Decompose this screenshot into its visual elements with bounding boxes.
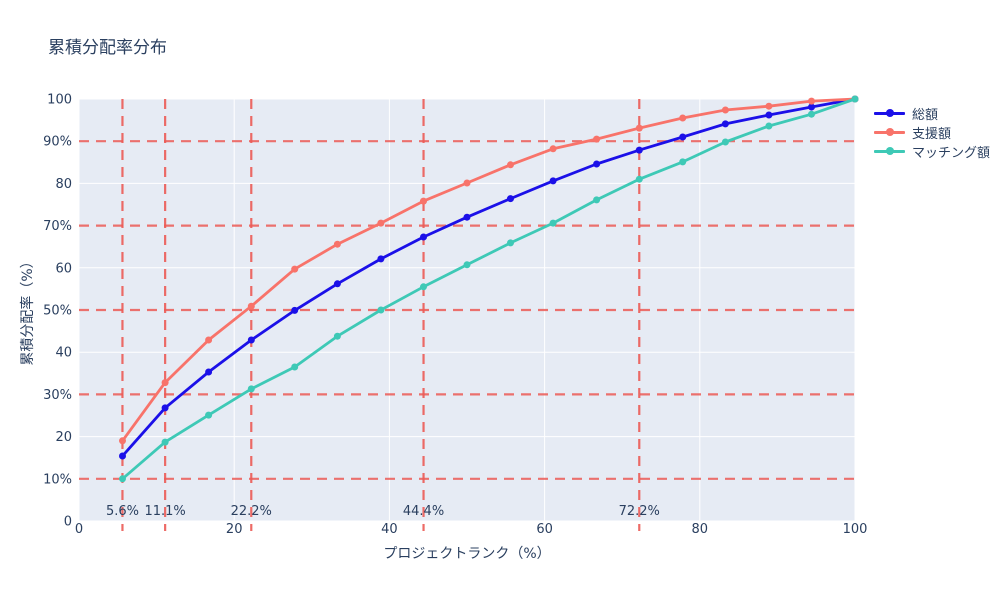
series-marker-support[interactable] [507, 161, 514, 169]
series-marker-support[interactable] [765, 102, 773, 110]
series-marker-support[interactable] [549, 145, 557, 153]
series-marker-total[interactable] [247, 336, 255, 344]
series-marker-support[interactable] [377, 219, 385, 227]
legend-swatch-icon [874, 147, 905, 156]
series-marker-total[interactable] [808, 103, 815, 111]
series-marker-total[interactable] [119, 452, 126, 460]
series-marker-total[interactable] [765, 111, 773, 119]
series-marker-total[interactable] [291, 306, 299, 314]
series-marker-total[interactable] [333, 280, 341, 288]
x-tick-label: 80 [692, 522, 709, 537]
series-marker-support[interactable] [420, 197, 427, 205]
series-marker-matching[interactable] [333, 332, 341, 340]
guide-label: 44.4% [403, 504, 444, 519]
series-marker-total[interactable] [161, 404, 169, 412]
series-marker-matching[interactable] [808, 110, 815, 118]
y-tick-label: 80 [55, 177, 72, 192]
series-marker-matching[interactable] [765, 122, 773, 130]
series-line-total [121, 97, 856, 457]
x-axis-title: プロジェクトランク（%） [383, 546, 551, 562]
series-marker-matching[interactable] [593, 196, 601, 204]
y-tick-label: 90% [43, 135, 72, 150]
series-marker-support[interactable] [247, 302, 255, 310]
series-marker-support[interactable] [291, 265, 299, 273]
series-marker-support[interactable] [635, 124, 643, 132]
y-tick-label: 60 [55, 261, 72, 276]
series-marker-matching[interactable] [161, 438, 169, 446]
series-marker-total[interactable] [549, 177, 557, 185]
y-tick-label: 100 [47, 93, 72, 108]
y-tick-label: 70% [43, 219, 72, 234]
legend-label: 総額 [912, 108, 939, 123]
series-marker-matching[interactable] [420, 283, 427, 291]
guide-label: 72.2% [619, 504, 660, 519]
guide-label: 5.6% [106, 504, 139, 519]
legend-label: 支援額 [912, 127, 952, 142]
series-marker-support[interactable] [463, 179, 471, 187]
series-marker-matching[interactable] [721, 138, 729, 146]
legend-item-support[interactable]: 支援額 [874, 123, 990, 142]
series-marker-total[interactable] [593, 160, 601, 168]
plot-area [79, 99, 855, 521]
series-marker-total[interactable] [420, 233, 427, 241]
series-line-support [121, 97, 856, 442]
series-marker-matching[interactable] [463, 261, 471, 269]
series-marker-support[interactable] [808, 97, 815, 105]
y-tick-label: 40 [55, 346, 72, 361]
series-marker-matching[interactable] [507, 239, 514, 247]
series-marker-support[interactable] [333, 240, 341, 248]
series-marker-support[interactable] [721, 106, 729, 114]
series-marker-matching[interactable] [119, 475, 126, 483]
series-marker-total[interactable] [377, 255, 385, 263]
series-marker-matching[interactable] [635, 175, 643, 183]
chart-title: 累積分配率分布 [48, 38, 167, 58]
series-marker-matching[interactable] [679, 158, 687, 166]
x-tick-label: 40 [381, 522, 398, 537]
series-line-matching [121, 97, 856, 480]
legend-label: マッチング額 [912, 146, 991, 161]
guide-label: 11.1% [144, 504, 185, 519]
series-marker-matching[interactable] [851, 95, 859, 103]
y-tick-label: 20 [55, 430, 72, 445]
legend-swatch-icon [874, 128, 905, 137]
legend: 総額支援額マッチング額 [874, 104, 990, 161]
x-tick-label: 100 [843, 522, 868, 537]
series-marker-support[interactable] [119, 437, 126, 445]
y-tick-label: 30% [43, 388, 72, 403]
y-axis-title: 累積分配率（%） [20, 254, 36, 366]
y-tick-label: 10% [43, 472, 72, 487]
x-tick-label: 20 [226, 522, 243, 537]
series-marker-support[interactable] [679, 114, 687, 122]
series-marker-total[interactable] [721, 120, 729, 128]
y-tick-label: 0 [64, 515, 72, 530]
series-marker-total[interactable] [635, 146, 643, 154]
legend-item-total[interactable]: 総額 [874, 104, 990, 123]
series-marker-total[interactable] [205, 368, 213, 376]
series-marker-total[interactable] [679, 133, 687, 141]
y-tick-label: 50% [43, 304, 72, 319]
series-marker-matching[interactable] [291, 363, 299, 371]
series-marker-matching[interactable] [377, 306, 385, 314]
series-marker-support[interactable] [205, 336, 213, 344]
series-marker-matching[interactable] [205, 411, 213, 419]
guide-label: 22.2% [231, 504, 272, 519]
legend-swatch-icon [874, 109, 905, 118]
x-tick-label: 0 [75, 522, 83, 537]
series-marker-total[interactable] [463, 213, 471, 221]
series-marker-support[interactable] [593, 135, 601, 143]
series-marker-total[interactable] [507, 195, 514, 203]
series-marker-matching[interactable] [247, 385, 255, 393]
legend-item-matching[interactable]: マッチング額 [874, 142, 990, 161]
series-marker-matching[interactable] [549, 219, 557, 227]
x-tick-label: 60 [536, 522, 553, 537]
series-marker-support[interactable] [161, 379, 169, 387]
